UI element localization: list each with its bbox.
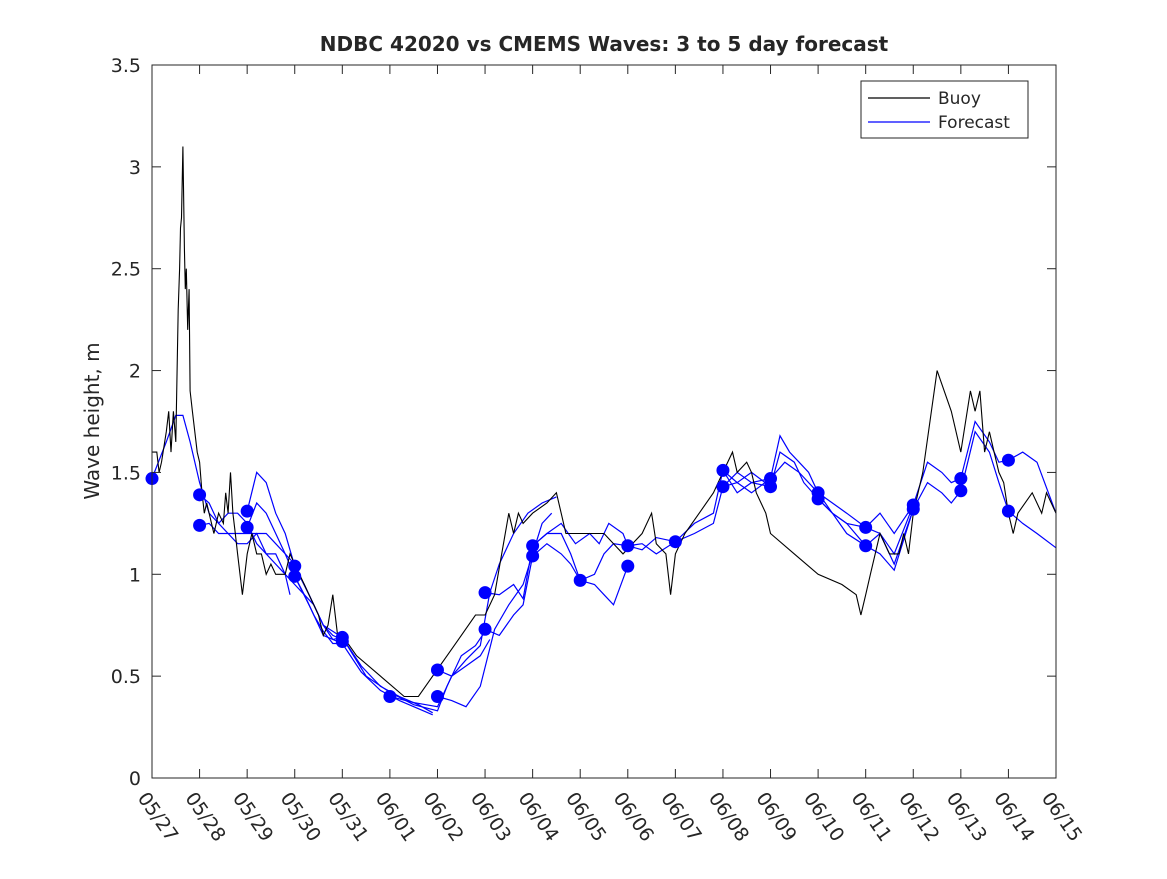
forecast-line-7	[341, 630, 486, 712]
x-tick-label: 05/31	[323, 788, 372, 845]
y-tick-label: 3.5	[111, 55, 141, 77]
forecast-marker-11	[430, 690, 444, 704]
x-tick-label: 06/01	[371, 788, 420, 845]
x-tick-label: 05/28	[180, 788, 229, 845]
forecast-line-6	[294, 576, 433, 716]
legend-box	[860, 80, 1029, 139]
forecast-line-11	[485, 532, 629, 606]
forecast-line-12	[484, 542, 628, 637]
y-axis-label: Wave height, m	[80, 342, 104, 499]
forecast-line-10	[437, 512, 553, 708]
forecast-marker-20	[716, 463, 730, 477]
forecast-marker-5	[288, 559, 302, 573]
x-tick-label: 06/09	[751, 788, 800, 845]
x-tick-label: 06/02	[418, 788, 467, 845]
x-tick-label: 06/11	[847, 788, 896, 845]
forecast-marker-6	[288, 569, 302, 583]
forecast-marker-17	[621, 539, 635, 553]
forecast-marker-27	[859, 539, 873, 553]
forecast-marker-26	[859, 520, 873, 534]
forecast-line-2	[199, 522, 291, 595]
forecast-marker-15	[526, 549, 540, 563]
forecast-marker-31	[954, 484, 968, 498]
forecast-marker-9	[383, 690, 397, 704]
y-tick-label: 0	[129, 768, 141, 790]
x-tick-label: 06/10	[799, 788, 848, 845]
x-tick-label: 06/14	[989, 788, 1038, 845]
legend: Buoy Forecast	[860, 80, 1029, 139]
chart-title: NDBC 42020 vs CMEMS Waves: 3 to 5 day fo…	[320, 32, 889, 56]
forecast-marker-30	[954, 472, 968, 486]
forecast-marker-21	[716, 480, 730, 494]
legend-label-forecast: Forecast	[938, 113, 1010, 133]
x-tick-label: 06/03	[466, 788, 515, 845]
y-tick-label: 1.5	[111, 462, 141, 484]
forecast-marker-2	[193, 518, 207, 532]
plot-area	[145, 65, 1057, 778]
x-tick-label: 06/07	[656, 788, 705, 845]
forecast-marker-18	[621, 559, 635, 573]
forecast-marker-8	[335, 635, 349, 649]
x-tick-label: 06/15	[1037, 788, 1086, 845]
y-tick-label: 1	[129, 564, 141, 586]
x-tick-label: 06/13	[942, 788, 991, 845]
forecast-marker-16	[573, 573, 587, 587]
forecast-marker-10	[430, 663, 444, 677]
forecast-line-9	[437, 496, 557, 677]
y-tick-label: 2.5	[111, 259, 141, 281]
x-tick-label: 06/06	[609, 788, 658, 845]
forecast-marker-14	[526, 539, 540, 553]
forecast-line-18	[770, 461, 914, 556]
forecast-marker-13	[478, 622, 492, 636]
x-tick-label: 05/30	[276, 788, 325, 845]
x-tick-label: 05/29	[228, 788, 277, 845]
forecast-marker-1	[193, 488, 207, 502]
x-tick-label: 06/12	[894, 788, 943, 845]
forecast-marker-33	[1001, 504, 1015, 518]
forecast-marker-4	[240, 520, 254, 534]
forecast-marker-19	[668, 535, 682, 549]
x-tick-label: 06/05	[561, 788, 610, 845]
plot-background	[152, 65, 1056, 778]
y-tick-label: 3	[129, 157, 141, 179]
y-tick-label: 0.5	[111, 666, 141, 688]
forecast-marker-3	[240, 504, 254, 518]
legend-label-buoy: Buoy	[938, 89, 981, 109]
forecast-marker-25	[811, 492, 825, 506]
forecast-line-16	[722, 434, 867, 528]
forecast-marker-29	[906, 502, 920, 516]
x-tick-label: 05/27	[133, 788, 182, 845]
forecast-marker-12	[478, 586, 492, 600]
forecast-marker-23	[764, 480, 778, 494]
buoy-line	[152, 146, 1057, 698]
y-tick-label: 2	[129, 361, 141, 383]
axes-frame	[151, 64, 1057, 779]
x-tick-label: 06/08	[704, 788, 753, 845]
forecast-marker-32	[1001, 453, 1015, 467]
x-tick-label: 06/04	[514, 788, 563, 845]
